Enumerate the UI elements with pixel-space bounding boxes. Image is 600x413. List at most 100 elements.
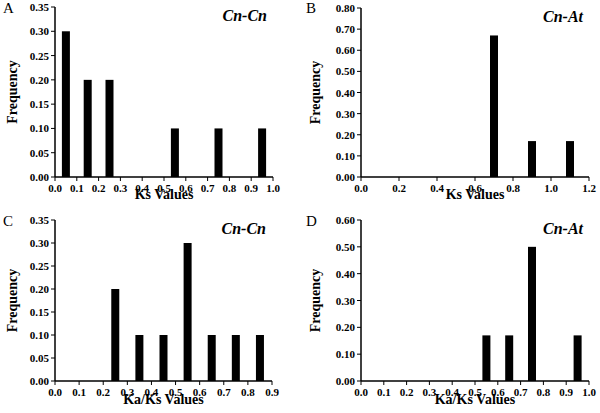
x-tick-label: 0.1 bbox=[72, 386, 86, 398]
x-tick bbox=[406, 381, 407, 385]
y-tick bbox=[357, 273, 361, 274]
x-tick bbox=[247, 381, 248, 385]
y-tick bbox=[357, 177, 361, 178]
y-tick bbox=[357, 381, 361, 382]
x-tick-label: 0.7 bbox=[514, 386, 528, 398]
x-tick bbox=[497, 381, 498, 385]
y-tick bbox=[357, 327, 361, 328]
x-tick-label: 0.3 bbox=[114, 182, 128, 194]
y-tick bbox=[51, 177, 55, 178]
x-tick bbox=[79, 381, 80, 385]
bar bbox=[256, 335, 264, 381]
x-axis-line bbox=[55, 380, 272, 382]
panel-label: D bbox=[306, 213, 317, 229]
y-tick bbox=[51, 79, 55, 80]
figure: 0.000.050.100.150.200.250.300.350.00.10.… bbox=[0, 0, 600, 413]
x-tick-label: 0.1 bbox=[377, 386, 391, 398]
x-tick-label: 0.0 bbox=[48, 182, 62, 194]
y-tick bbox=[357, 220, 361, 221]
x-tick-label: 0.2 bbox=[392, 182, 406, 194]
x-tick bbox=[185, 177, 186, 181]
bars bbox=[62, 31, 266, 177]
panel-label: B bbox=[306, 0, 316, 16]
y-tick bbox=[51, 358, 55, 359]
panel: 0.000.100.200.300.400.500.600.700.800.00… bbox=[306, 0, 596, 202]
y-tick-label: 0.30 bbox=[30, 237, 50, 249]
x-tick bbox=[98, 177, 99, 181]
x-tick bbox=[543, 381, 544, 385]
x-tick-label: 0.0 bbox=[354, 182, 368, 194]
y-tick bbox=[51, 220, 55, 221]
y-tick-label: 0.35 bbox=[30, 1, 50, 13]
bar bbox=[208, 335, 216, 381]
y-tick-label: 0.10 bbox=[30, 122, 50, 134]
y-tick bbox=[51, 266, 55, 267]
x-tick-label: 0.8 bbox=[223, 182, 237, 194]
x-tick bbox=[164, 177, 165, 181]
x-tick bbox=[151, 381, 152, 385]
y-tick-label: 0.20 bbox=[336, 129, 356, 141]
bar bbox=[566, 141, 574, 177]
x-axis-label: Ks Values bbox=[135, 187, 194, 202]
x-tick-label: 1.0 bbox=[582, 386, 596, 398]
x-tick-label: 0.9 bbox=[244, 182, 258, 194]
y-tick-label: 0.10 bbox=[336, 150, 356, 162]
y-tick-label: 0.30 bbox=[30, 25, 50, 37]
y-tick-label: 0.60 bbox=[336, 44, 356, 56]
x-axis-label: Ka/Ks Values bbox=[123, 392, 204, 407]
bar bbox=[482, 335, 490, 381]
y-tick bbox=[51, 335, 55, 336]
y-tick bbox=[357, 113, 361, 114]
y-tick bbox=[357, 354, 361, 355]
y-tick bbox=[51, 312, 55, 313]
y-tick bbox=[357, 134, 361, 135]
y-tick bbox=[51, 55, 55, 56]
y-axis-label: Frequency bbox=[5, 269, 20, 333]
panel: 0.000.050.100.150.200.250.300.350.00.10.… bbox=[3, 213, 279, 407]
x-tick-label: 0.8 bbox=[506, 182, 520, 194]
y-tick-label: 0.60 bbox=[336, 214, 356, 226]
x-tick bbox=[475, 381, 476, 385]
bar bbox=[160, 335, 168, 381]
bar bbox=[528, 247, 536, 381]
y-tick bbox=[357, 155, 361, 156]
x-tick bbox=[566, 381, 567, 385]
bar bbox=[111, 289, 119, 381]
bar bbox=[84, 80, 92, 177]
y-tick-label: 0.00 bbox=[30, 171, 50, 183]
x-tick bbox=[76, 177, 77, 181]
bar bbox=[171, 128, 179, 177]
x-tick-label: 0.7 bbox=[201, 182, 215, 194]
x-tick bbox=[229, 177, 230, 181]
y-tick-label: 0.10 bbox=[336, 348, 356, 360]
x-tick-label: 0.2 bbox=[96, 386, 110, 398]
panel: 0.000.100.200.300.400.500.600.00.10.20.3… bbox=[306, 213, 596, 407]
x-tick bbox=[55, 177, 56, 181]
x-tick bbox=[199, 381, 200, 385]
x-tick bbox=[120, 177, 121, 181]
y-tick bbox=[51, 289, 55, 290]
y-tick-label: 0.20 bbox=[30, 283, 50, 295]
y-axis-label: Frequency bbox=[5, 60, 20, 124]
y-tick-label: 0.00 bbox=[336, 375, 356, 387]
x-tick bbox=[399, 177, 400, 181]
y-tick bbox=[357, 300, 361, 301]
bar bbox=[490, 35, 498, 177]
x-tick-label: 0.1 bbox=[70, 182, 84, 194]
y-tick-label: 0.35 bbox=[30, 214, 50, 226]
y-tick bbox=[51, 31, 55, 32]
x-tick bbox=[273, 177, 274, 181]
bar bbox=[258, 128, 266, 177]
chart-title: Cn-Cn bbox=[223, 7, 268, 24]
x-tick-label: 0.4 bbox=[430, 182, 444, 194]
y-tick-label: 0.40 bbox=[336, 87, 356, 99]
chart-title: Cn-At bbox=[543, 220, 584, 237]
panel-label: C bbox=[3, 213, 13, 229]
x-tick bbox=[475, 177, 476, 181]
y-tick bbox=[51, 104, 55, 105]
y-tick-label: 0.05 bbox=[30, 352, 50, 364]
chart-title: Cn-Cn bbox=[222, 220, 267, 237]
bar bbox=[106, 80, 114, 177]
bar bbox=[232, 335, 240, 381]
y-axis-line bbox=[54, 220, 56, 381]
